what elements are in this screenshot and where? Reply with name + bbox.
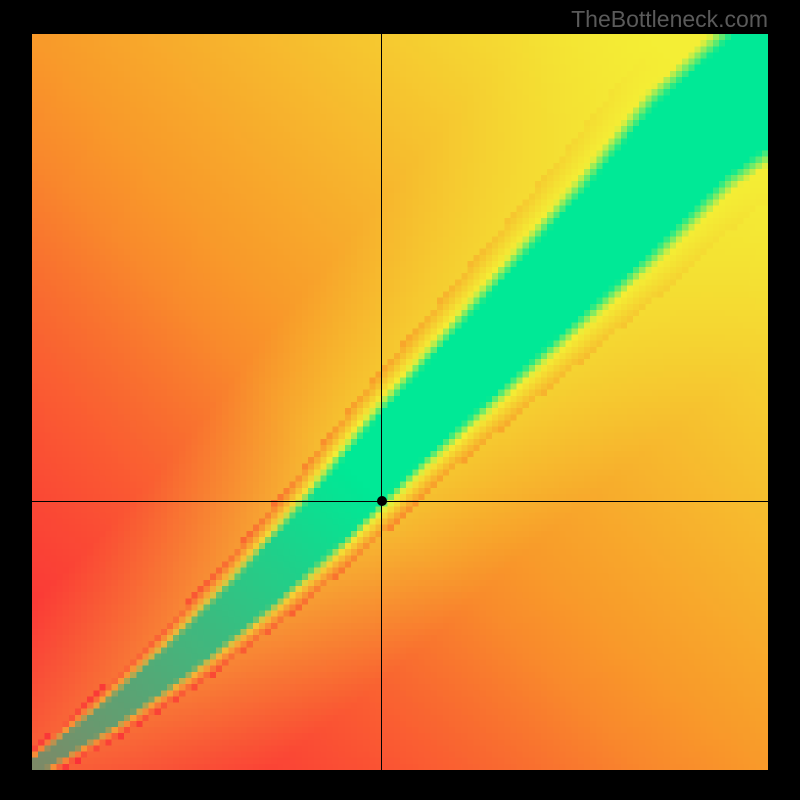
heatmap-canvas bbox=[32, 34, 768, 770]
watermark-text: TheBottleneck.com bbox=[571, 6, 768, 33]
chart-container: TheBottleneck.com bbox=[0, 0, 800, 800]
crosshair-horizontal bbox=[32, 501, 768, 502]
crosshair-marker bbox=[377, 496, 387, 506]
plot-area bbox=[32, 34, 768, 770]
crosshair-vertical bbox=[381, 34, 382, 770]
